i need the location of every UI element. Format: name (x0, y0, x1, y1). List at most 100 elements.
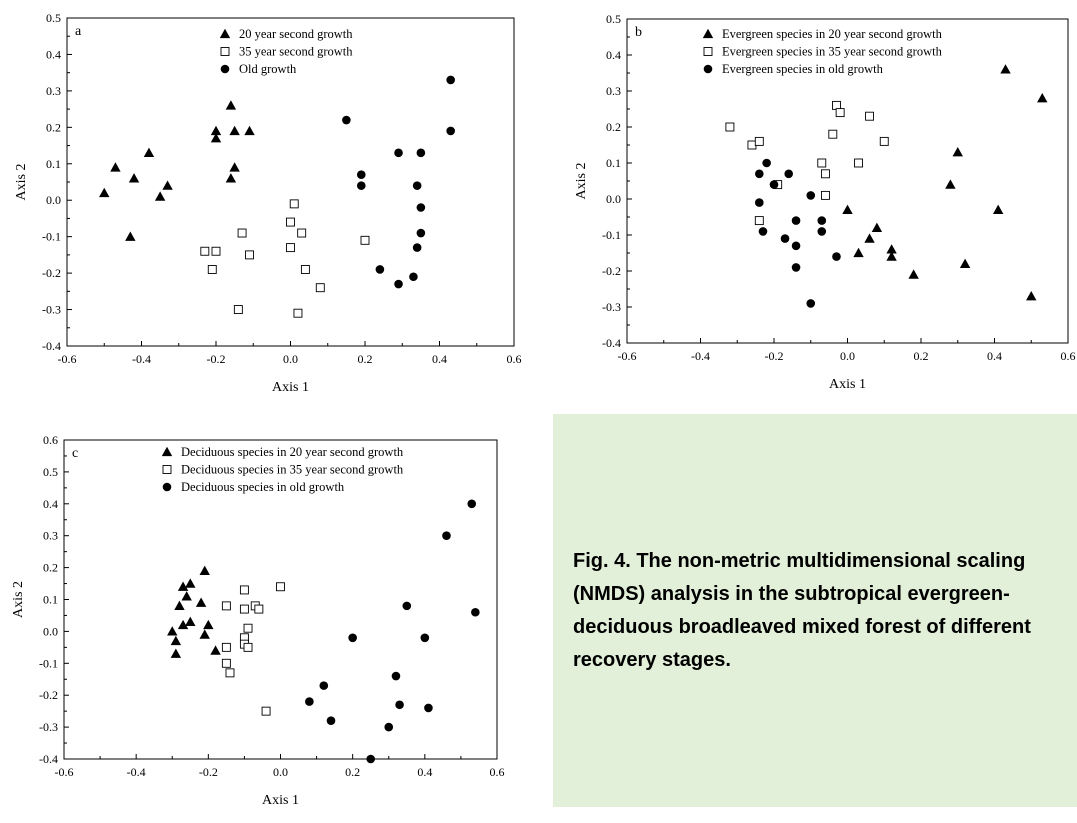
y-tick-label: 0.5 (43, 465, 58, 479)
y-tick-label: 0.3 (43, 529, 58, 543)
data-point-triangle (181, 591, 192, 601)
data-point-triangle (199, 565, 210, 575)
legend-marker-triangle (702, 28, 714, 39)
data-point-square (233, 305, 243, 315)
data-point-circle (806, 299, 816, 308)
legend-marker-circle (162, 482, 172, 492)
data-point-triangle (203, 619, 214, 630)
data-point-square (725, 122, 735, 132)
legend-marker-circle (220, 64, 230, 74)
x-axis-label: Axis 1 (829, 377, 866, 392)
y-tick-label: -0.3 (39, 720, 58, 734)
data-point-triangle (110, 162, 121, 172)
data-point-triangle (143, 147, 155, 158)
data-point-triangle (154, 191, 166, 201)
data-point-square (747, 140, 757, 150)
data-point-circle (762, 158, 771, 168)
data-point-circle (758, 227, 768, 236)
y-tick-label: -0.2 (42, 266, 61, 280)
x-tick-label: -0.4 (127, 765, 146, 779)
data-point-circle (391, 671, 401, 681)
data-point-circle (446, 75, 455, 85)
data-point-triangle (864, 233, 875, 243)
chart-svg: -0.6 -0.4 -0.2 0.0 0.2 0.4 0.6-0.4-0.3-0.2-0.1… (11, 433, 505, 808)
data-point-triangle (886, 251, 897, 261)
x-tick-label: -0.6 (55, 765, 74, 779)
data-point-triangle (170, 648, 182, 658)
legend-marker-square (703, 47, 713, 56)
legend-entry: Evergreen species in 20 year second grow… (722, 27, 943, 41)
data-point-triangle (959, 258, 971, 268)
data-point-circle (442, 531, 451, 540)
panel-label: b (635, 25, 642, 40)
y-tick-label: -0.3 (602, 300, 621, 314)
data-point-triangle (952, 147, 963, 157)
data-point-circle (395, 700, 404, 710)
data-point-square (254, 604, 264, 614)
data-point-triangle (225, 173, 237, 183)
x-axis-label: Axis 1 (272, 380, 309, 395)
data-point-square (821, 190, 830, 200)
y-tick-label: 0.3 (46, 84, 61, 98)
y-tick-label: 0.2 (606, 120, 621, 134)
data-point-square (289, 199, 299, 209)
data-point-circle (416, 148, 426, 158)
data-point-square (754, 216, 764, 226)
x-tick-label: 0.4 (417, 765, 432, 779)
data-point-circle (342, 115, 351, 125)
data-point-square (221, 601, 231, 611)
x-tick-label: 0.4 (432, 352, 447, 366)
data-point-triangle (244, 125, 255, 136)
data-point-circle (446, 126, 455, 136)
data-point-circle (416, 228, 426, 238)
legend-entry: Deciduous species in 20 year second grow… (181, 445, 404, 459)
data-point-triangle (1037, 93, 1048, 103)
x-tick-label: 0.2 (914, 349, 929, 363)
x-tick-label: 0.0 (273, 765, 288, 779)
data-point-circle (420, 633, 430, 643)
x-tick-label: -0.6 (58, 352, 77, 366)
data-point-circle (394, 148, 403, 158)
y-tick-label: -0.3 (42, 303, 61, 317)
legend-marker-square (220, 47, 230, 56)
data-point-circle (375, 265, 385, 274)
data-point-square (817, 158, 827, 168)
data-point-circle (326, 716, 336, 726)
data-point-circle (755, 169, 764, 179)
data-point-circle (409, 272, 418, 282)
legend-marker-square (162, 465, 172, 474)
y-axis-label: Axis 2 (11, 581, 26, 618)
data-point-triangle (99, 187, 110, 198)
x-tick-label: 0.2 (345, 765, 360, 779)
legend-entry: Evergreen species in old growth (722, 62, 884, 76)
x-tick-label: 0.6 (507, 352, 522, 366)
data-point-square (225, 668, 235, 678)
x-tick-label: 0.4 (987, 349, 1002, 363)
nmds-chart-c: -0.6 -0.4 -0.2 0.0 0.2 0.4 0.6 -0.4 -0.3 -0.2 -0.1… (0, 413, 540, 823)
data-point-circle (832, 252, 841, 261)
y-tick-label: 0.1 (43, 593, 58, 607)
data-point-square (239, 585, 249, 595)
data-point-circle (817, 216, 827, 225)
data-point-circle (356, 181, 366, 190)
data-point-circle (366, 754, 376, 764)
data-point-square (211, 246, 221, 256)
data-point-circle (755, 198, 764, 207)
y-tick-label: -0.4 (602, 336, 621, 350)
y-tick-label: -0.2 (39, 688, 58, 702)
legend-marker-triangle (161, 446, 173, 457)
data-point-triangle (908, 269, 919, 279)
legend-entry: 35 year second growth (239, 45, 353, 59)
x-axis-label: Axis 1 (262, 793, 299, 808)
data-point-triangle (177, 619, 189, 630)
y-tick-label: -0.1 (39, 656, 58, 670)
data-point-circle (416, 203, 426, 212)
data-point-triangle (229, 162, 240, 172)
legend-entry: 20 year second growth (239, 27, 353, 41)
y-tick-label: 0.5 (606, 12, 621, 26)
x-tick-label: -0.6 (618, 349, 637, 363)
x-tick-label: 0.0 (283, 352, 298, 366)
data-point-circle (305, 697, 314, 706)
y-tick-label: -0.1 (42, 230, 61, 244)
y-tick-label: 0.0 (606, 192, 621, 206)
